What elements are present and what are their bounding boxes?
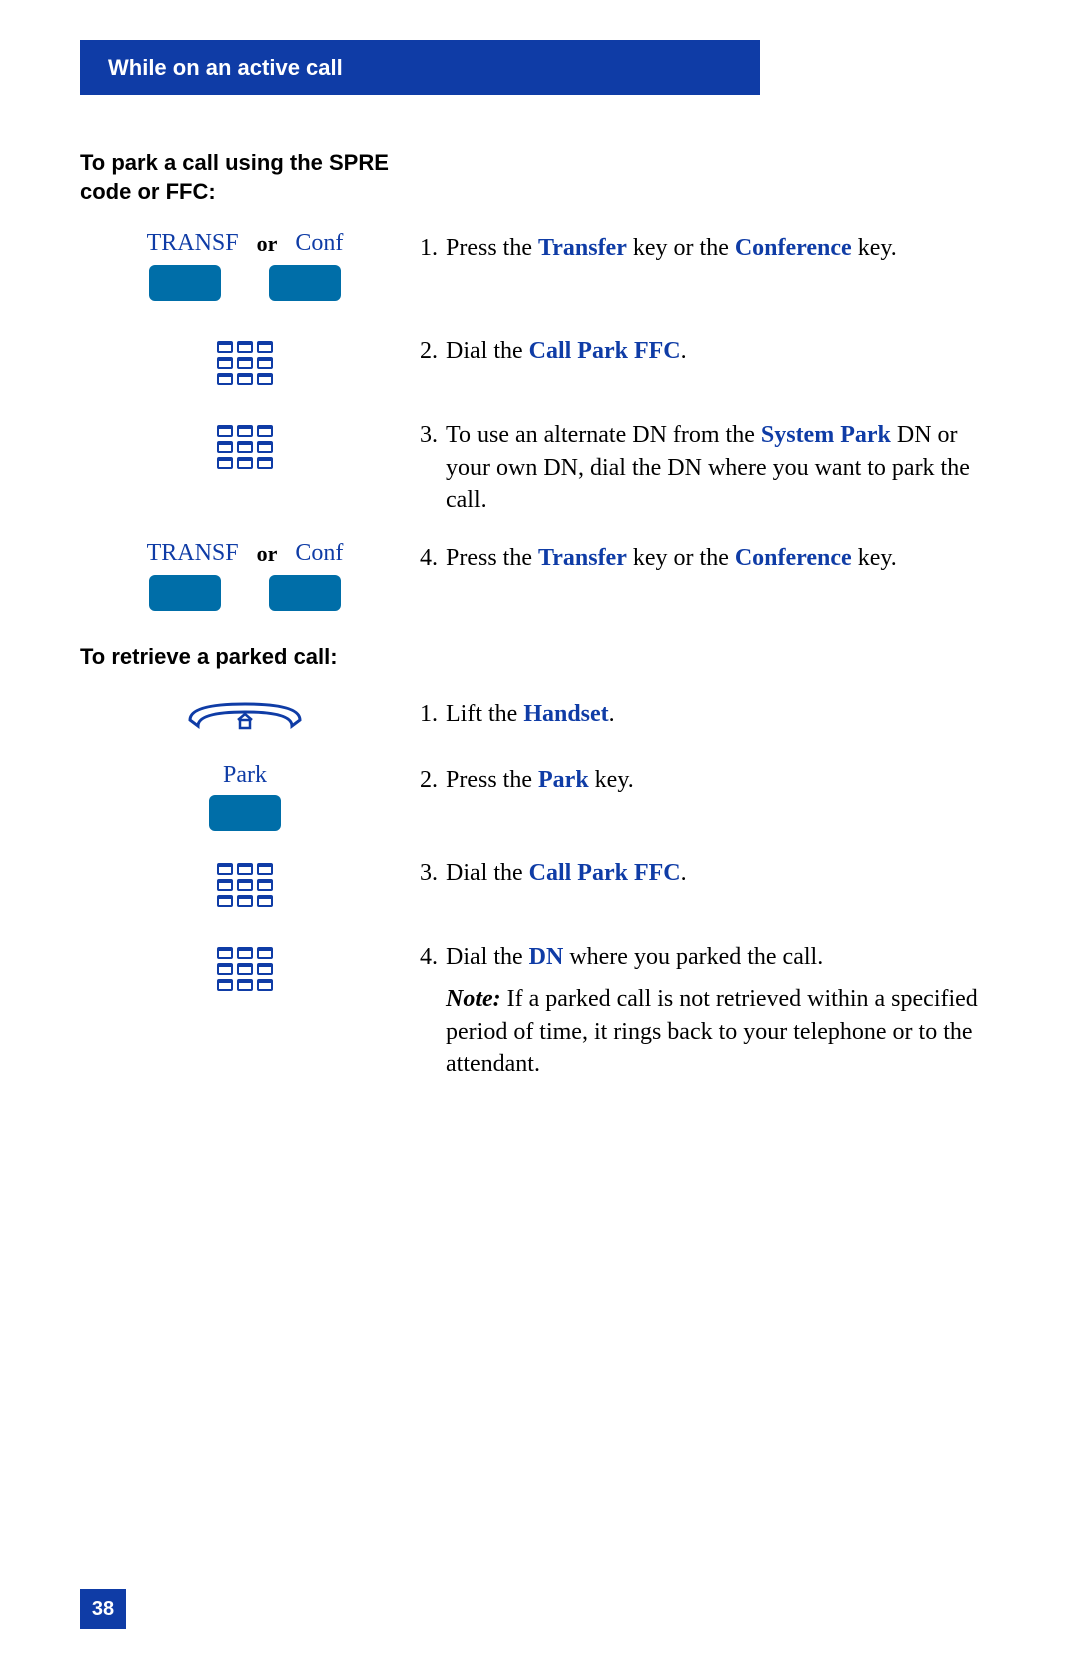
- step-text: Dial the DN where you parked the call. N…: [446, 941, 1000, 1081]
- step-text-block: 1. Press the Transfer key or the Confere…: [410, 230, 1000, 264]
- transf-label: TRANSF: [147, 540, 239, 567]
- step-text: Dial the Call Park FFC.: [446, 857, 1000, 889]
- step-number: 1.: [410, 232, 446, 264]
- step-text-block: 4. Dial the DN where you parked the call…: [410, 939, 1000, 1081]
- step-row: TRANSF or Conf 1. Press the Transfer key…: [80, 230, 1000, 309]
- transf-button-icon: [149, 575, 221, 611]
- transf-conf-block: TRANSF or Conf: [80, 230, 410, 309]
- keypad-block: [80, 417, 410, 477]
- step-number: 3.: [410, 857, 446, 889]
- park-button-icon: [209, 795, 281, 831]
- step-text: Press the Park key.: [446, 764, 1000, 796]
- step-text-block: 3. To use an alternate DN from the Syste…: [410, 417, 1000, 516]
- page-number: 38: [80, 1589, 126, 1629]
- transf-label: TRANSF: [147, 230, 239, 257]
- step-row: TRANSF or Conf 4. Press the Transfer key…: [80, 540, 1000, 619]
- step-number: 4.: [410, 542, 446, 574]
- keypad-icon: [213, 859, 277, 911]
- section1-title: To park a call using the SPRE code or FF…: [80, 149, 440, 206]
- transf-conf-block: TRANSF or Conf: [80, 540, 410, 619]
- step-number: 2.: [410, 764, 446, 796]
- keypad-block: [80, 855, 410, 915]
- conf-label: Conf: [295, 540, 343, 567]
- page-content: To park a call using the SPRE code or FF…: [80, 135, 1000, 1105]
- step-text-block: 3. Dial the Call Park FFC.: [410, 855, 1000, 889]
- conf-button-icon: [269, 265, 341, 301]
- step-row: 1. Lift the Handset.: [80, 696, 1000, 738]
- step-text: Lift the Handset.: [446, 698, 1000, 730]
- step-number: 1.: [410, 698, 446, 730]
- step-text-block: 2. Press the Park key.: [410, 762, 1000, 796]
- keypad-block: [80, 939, 410, 999]
- key-label-pair: TRANSF or Conf: [147, 540, 344, 567]
- step-text-block: 1. Lift the Handset.: [410, 696, 1000, 730]
- step-number: 3.: [410, 419, 446, 516]
- step-number: 4.: [410, 941, 446, 1081]
- park-block: Park: [80, 762, 410, 831]
- note-text: If a parked call is not retrieved within…: [446, 986, 978, 1077]
- keypad-block: [80, 333, 410, 393]
- step-text: Press the Transfer key or the Conference…: [446, 542, 1000, 574]
- step-text-block: 2. Dial the Call Park FFC.: [410, 333, 1000, 367]
- handset-icon: [180, 696, 310, 738]
- step-row: 3. To use an alternate DN from the Syste…: [80, 417, 1000, 516]
- step-text: Dial the Call Park FFC.: [446, 335, 1000, 367]
- step-number: 2.: [410, 335, 446, 367]
- step-row: 2. Dial the Call Park FFC.: [80, 333, 1000, 393]
- or-label: or: [257, 541, 278, 567]
- keypad-icon: [213, 943, 277, 995]
- note-label: Note:: [446, 986, 501, 1012]
- button-pair: [149, 265, 341, 301]
- step-row: 3. Dial the Call Park FFC.: [80, 855, 1000, 915]
- section2-title: To retrieve a parked call:: [80, 643, 1000, 672]
- step-text: Press the Transfer key or the Conference…: [446, 232, 1000, 264]
- step-text-block: 4. Press the Transfer key or the Confere…: [410, 540, 1000, 574]
- conf-button-icon: [269, 575, 341, 611]
- button-pair: [149, 575, 341, 611]
- keypad-icon: [213, 421, 277, 473]
- step-text: To use an alternate DN from the System P…: [446, 419, 1000, 516]
- header-title: While on an active call: [108, 55, 343, 81]
- transf-button-icon: [149, 265, 221, 301]
- park-label: Park: [223, 762, 267, 789]
- step-row: Park 2. Press the Park key.: [80, 762, 1000, 831]
- keypad-icon: [213, 337, 277, 389]
- conf-label: Conf: [295, 230, 343, 257]
- handset-block: [80, 696, 410, 738]
- or-label: or: [257, 231, 278, 257]
- step-row: 4. Dial the DN where you parked the call…: [80, 939, 1000, 1081]
- key-label-pair: TRANSF or Conf: [147, 230, 344, 257]
- header-bar: While on an active call: [80, 40, 760, 95]
